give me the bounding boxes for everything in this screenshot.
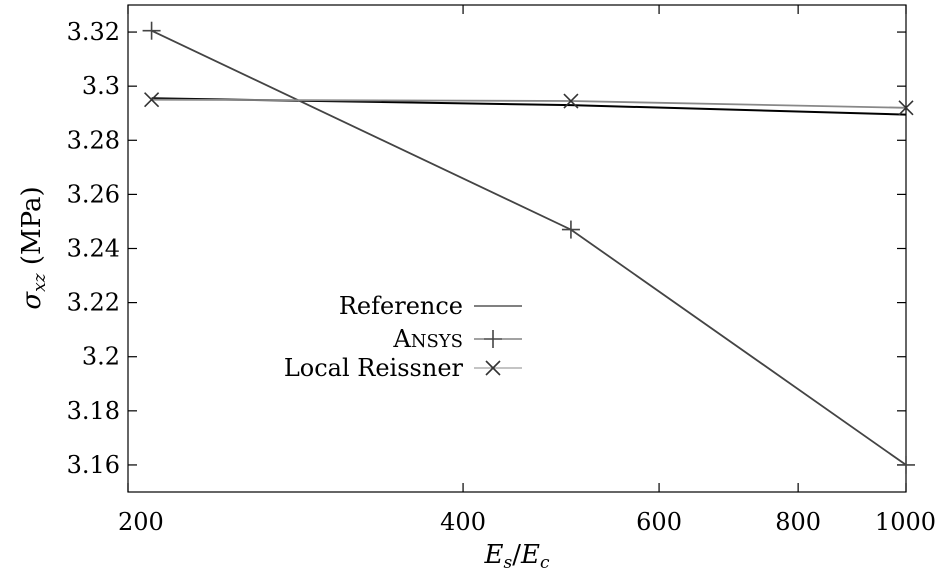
x-tick-label: 600 <box>636 508 682 536</box>
y-tick-label: 3.26 <box>67 180 120 208</box>
y-ticks: 3.16 3.18 3.2 3.22 3.24 3.26 3.28 3.3 3.32 <box>67 18 906 479</box>
plus-marker <box>142 21 161 40</box>
y-tick-label: 3.18 <box>67 397 120 425</box>
x-ticks: 200 400 600 800 1000 <box>118 5 936 536</box>
legend-label-1: ANSYS <box>392 325 463 353</box>
y-axis-title: σxz (MPa) <box>17 186 50 309</box>
y-tick-label: 3.16 <box>67 451 120 479</box>
plus-marker <box>484 330 502 348</box>
x-tick-label: 200 <box>118 508 164 536</box>
legend-label-0: Reference <box>339 292 463 320</box>
cross-marker <box>144 92 160 108</box>
plot-frame <box>127 4 907 493</box>
cross-marker <box>563 93 579 109</box>
series-line-1 <box>151 29 907 466</box>
x-tick-label: 800 <box>775 508 821 536</box>
x-tick-label: 400 <box>440 508 486 536</box>
cross-marker <box>898 100 914 116</box>
x-tick-label: 1000 <box>875 508 936 536</box>
series-layer <box>142 21 915 474</box>
y-tick-label: 3.2 <box>82 343 120 371</box>
cross-marker <box>485 360 501 376</box>
y-tick-label: 3.22 <box>67 289 120 317</box>
plus-marker <box>897 455 915 474</box>
y-tick-label: 3.24 <box>67 235 120 263</box>
y-tick-label: 3.32 <box>67 18 120 46</box>
plus-marker <box>561 220 580 239</box>
legend-label-2: Local Reissner <box>284 354 464 382</box>
x-axis-title: Es/Ec <box>484 540 550 571</box>
y-tick-label: 3.3 <box>82 72 120 100</box>
y-tick-label: 3.28 <box>67 126 120 154</box>
